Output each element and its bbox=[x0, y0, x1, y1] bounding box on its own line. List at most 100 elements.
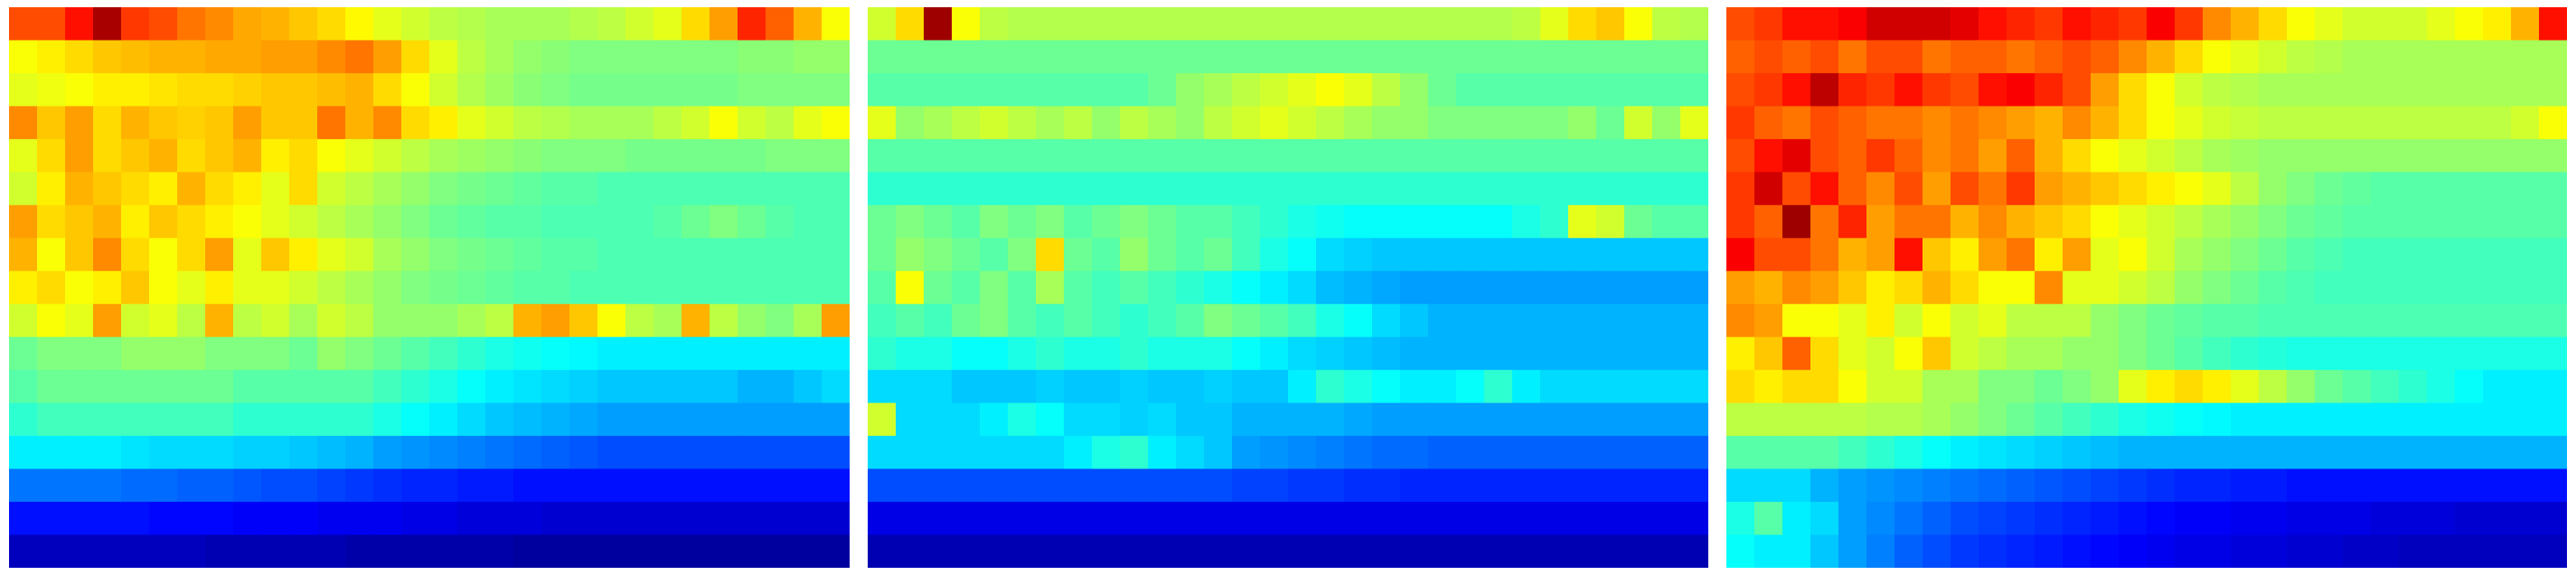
heatmap-3-cell-r3-c2 bbox=[1782, 106, 1811, 140]
heatmap-1-cell-r11-c16 bbox=[457, 370, 486, 404]
heatmap-2-cell-r12-c14 bbox=[1260, 402, 1289, 437]
heatmap-1-cell-r6-c0 bbox=[9, 204, 38, 239]
heatmap-2-cell-r13-c3 bbox=[952, 436, 981, 470]
heatmap-2-cell-r8-c17 bbox=[1344, 270, 1373, 305]
heatmap-1-cell-r4-c2 bbox=[65, 138, 94, 173]
heatmap-1-cell-r8-c23 bbox=[653, 270, 682, 305]
heatmap-2-cell-r15-c29 bbox=[1680, 502, 1708, 536]
heatmap-1-cell-r13-c17 bbox=[485, 436, 514, 470]
heatmap-1-cell-r8-c28 bbox=[794, 270, 823, 305]
heatmap-1-cell-r5-c3 bbox=[93, 172, 122, 206]
heatmap-2-cell-r7-c6 bbox=[1036, 238, 1065, 272]
heatmap-1-cell-r1-c8 bbox=[233, 40, 262, 74]
heatmap-2-cell-r5-c29 bbox=[1680, 172, 1708, 206]
heatmap-1-cell-r4-c17 bbox=[485, 138, 514, 173]
heatmap-1-cell-r0-c10 bbox=[289, 7, 318, 42]
heatmap-3-cell-r15-c10 bbox=[2007, 502, 2035, 536]
heatmap-3-cell-r1-c12 bbox=[2063, 40, 2092, 74]
heatmap-2-cell-r15-c24 bbox=[1540, 502, 1569, 536]
heatmap-3-cell-r11-c0 bbox=[1726, 370, 1755, 404]
heatmap-1-cell-r10-c0 bbox=[9, 336, 38, 371]
heatmap-1-cell-r13-c26 bbox=[738, 436, 766, 470]
heatmap-2-cell-r1-c6 bbox=[1036, 40, 1065, 74]
heatmap-1-cell-r1-c17 bbox=[485, 40, 514, 74]
heatmap-3-cell-r11-c12 bbox=[2063, 370, 2092, 404]
heatmap-3-cell-r7-c10 bbox=[2007, 238, 2035, 272]
heatmap-2-cell-r9-c2 bbox=[924, 304, 953, 338]
heatmap-3-cell-r12-c5 bbox=[1866, 402, 1895, 437]
heatmap-3-cell-r16-c28 bbox=[2511, 534, 2540, 568]
heatmap-2-cell-r11-c9 bbox=[1120, 370, 1149, 404]
heatmap-2-cell-r4-c3 bbox=[952, 138, 981, 173]
heatmap-1-cell-r3-c12 bbox=[345, 106, 374, 140]
heatmap-1-cell-r3-c2 bbox=[65, 106, 94, 140]
heatmap-3-cell-r13-c9 bbox=[1979, 436, 2007, 470]
heatmap-1-cell-r13-c1 bbox=[37, 436, 66, 470]
heatmap-2-cell-r13-c0 bbox=[868, 436, 897, 470]
heatmap-2-cell-r4-c25 bbox=[1568, 138, 1597, 173]
heatmap-3-cell-r10-c16 bbox=[2175, 336, 2204, 371]
heatmap-3-cell-r13-c7 bbox=[1923, 436, 1951, 470]
heatmap-2-cell-r11-c20 bbox=[1428, 370, 1457, 404]
heatmap-1-cell-r6-c27 bbox=[766, 204, 794, 239]
heatmap-3-cell-r15-c4 bbox=[1838, 502, 1867, 536]
heatmap-2-cell-r1-c7 bbox=[1064, 40, 1093, 74]
heatmap-3-cell-r12-c6 bbox=[1894, 402, 1923, 437]
heatmap-3-cell-r1-c1 bbox=[1754, 40, 1783, 74]
heatmap-2-cell-r9-c21 bbox=[1456, 304, 1485, 338]
heatmap-3-cell-r1-c22 bbox=[2343, 40, 2372, 74]
heatmap-1-cell-r5-c7 bbox=[205, 172, 234, 206]
heatmap-3-cell-r1-c24 bbox=[2399, 40, 2428, 74]
heatmap-1-cell-r15-c9 bbox=[261, 502, 290, 536]
heatmap-3-cell-r12-c23 bbox=[2371, 402, 2400, 437]
heatmap-1-cell-r4-c24 bbox=[682, 138, 710, 173]
heatmap-3-cell-r15-c12 bbox=[2063, 502, 2092, 536]
heatmap-3-cell-r5-c23 bbox=[2371, 172, 2400, 206]
heatmap-3-cell-r15-c21 bbox=[2315, 502, 2344, 536]
heatmap-3-cell-r4-c16 bbox=[2175, 138, 2204, 173]
heatmap-3-cell-r3-c15 bbox=[2147, 106, 2176, 140]
heatmap-3-cell-r5-c0 bbox=[1726, 172, 1755, 206]
heatmap-2-cell-r1-c2 bbox=[924, 40, 953, 74]
heatmap-3-cell-r11-c27 bbox=[2483, 370, 2512, 404]
heatmap-3-cell-r7-c25 bbox=[2427, 238, 2456, 272]
heatmap-1-cell-r15-c18 bbox=[513, 502, 542, 536]
heatmap-1-cell-r1-c1 bbox=[37, 40, 66, 74]
heatmap-2-cell-r10-c11 bbox=[1176, 336, 1205, 371]
heatmap-1-cell-r14-c27 bbox=[766, 468, 794, 503]
heatmap-2-cell-r14-c29 bbox=[1680, 468, 1708, 503]
heatmap-3-cell-r2-c25 bbox=[2427, 72, 2456, 108]
heatmap-2-cell-r0-c21 bbox=[1456, 7, 1485, 42]
heatmap-1-cell-r3-c11 bbox=[317, 106, 346, 140]
heatmap-3-cell-r3-c9 bbox=[1979, 106, 2007, 140]
heatmap-3-cell-r8-c3 bbox=[1810, 270, 1839, 305]
heatmap-2-cell-r2-c24 bbox=[1540, 72, 1569, 108]
heatmap-2-cell-r3-c29 bbox=[1680, 106, 1708, 140]
heatmap-2-cell-r8-c21 bbox=[1456, 270, 1485, 305]
heatmap-1-cell-r6-c10 bbox=[289, 204, 318, 239]
heatmap-1-cell-r1-c29 bbox=[822, 40, 850, 74]
heatmap-2-cell-r4-c5 bbox=[1008, 138, 1037, 173]
heatmap-2-cell-r0-c23 bbox=[1512, 7, 1541, 42]
heatmap-1-cell-r13-c25 bbox=[710, 436, 738, 470]
heatmap-1-cell-r12-c1 bbox=[37, 402, 66, 437]
heatmap-1-cell-r5-c10 bbox=[289, 172, 318, 206]
heatmap-1-cell-r14-c19 bbox=[541, 468, 570, 503]
heatmap-1-cell-r5-c29 bbox=[822, 172, 850, 206]
heatmap-2-cell-r1-c9 bbox=[1120, 40, 1149, 74]
heatmap-2-cell-r16-c6 bbox=[1036, 534, 1065, 568]
heatmap-3-cell-r11-c21 bbox=[2315, 370, 2344, 404]
heatmap-2-cell-r7-c24 bbox=[1540, 238, 1569, 272]
heatmap-2-cell-r4-c6 bbox=[1036, 138, 1065, 173]
heatmap-1-cell-r15-c13 bbox=[373, 502, 402, 536]
heatmap-3-cell-r1-c2 bbox=[1782, 40, 1811, 74]
heatmap-1-cell-r12-c4 bbox=[121, 402, 150, 437]
heatmap-1-cell-r13-c21 bbox=[597, 436, 626, 470]
heatmap-3-cell-r15-c1 bbox=[1754, 502, 1783, 536]
heatmap-3-cell-r3-c12 bbox=[2063, 106, 2092, 140]
heatmap-3-cell-r12-c1 bbox=[1754, 402, 1783, 437]
heatmap-1-cell-r3-c23 bbox=[653, 106, 682, 140]
heatmap-2-cell-r16-c13 bbox=[1232, 534, 1261, 568]
heatmap-3-cell-r7-c1 bbox=[1754, 238, 1783, 272]
heatmap-1-cell-r9-c17 bbox=[485, 304, 514, 338]
